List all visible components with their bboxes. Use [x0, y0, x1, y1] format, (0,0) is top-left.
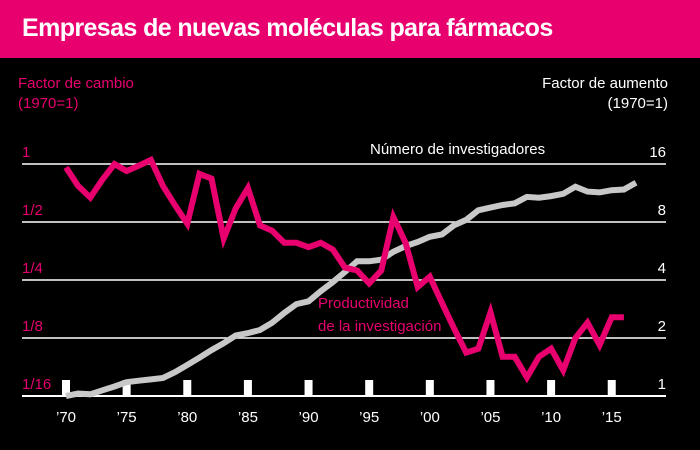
title-bar [0, 0, 700, 58]
x-tick-mark [425, 380, 434, 396]
left-tick-label: 1 [22, 144, 30, 161]
series-lines [63, 155, 638, 399]
chart-title: Empresas de nuevas moléculas para fármac… [22, 14, 553, 42]
x-tick-mark [607, 380, 616, 396]
left-axis-label-line1: Factor de cambio [18, 75, 134, 92]
left-tick-label: 1/2 [22, 202, 43, 219]
left-tick-label: 1/16 [22, 376, 51, 393]
left-tick-label: 1/8 [22, 318, 43, 335]
right-axis-ticks: 16 8 4 2 1 [649, 144, 666, 393]
x-tick-label: ’80 [177, 409, 197, 426]
series-line-productivity [63, 155, 624, 384]
right-tick-label: 4 [658, 260, 666, 277]
x-axis-ticks: ’70 ’75 ’80 ’85 ’90 ’95 ’00 ’05 ’10 ’15 [56, 380, 622, 426]
right-tick-label: 8 [658, 202, 666, 219]
x-tick-mark [183, 380, 192, 396]
right-axis-label-line1: Factor de aumento [542, 75, 668, 92]
x-tick-mark [486, 380, 495, 396]
series-label-productivity-line1: Productividad [318, 295, 409, 312]
x-tick-mark [365, 380, 374, 396]
x-tick-label: ’05 [480, 409, 500, 426]
left-axis-ticks: 1 1/2 1/4 1/8 1/16 [22, 144, 51, 393]
x-tick-label: ’85 [238, 409, 258, 426]
x-tick-label: ’90 [299, 409, 319, 426]
x-tick-mark [243, 380, 252, 396]
right-axis-label-line2: (1970=1) [608, 95, 668, 112]
x-tick-mark [62, 380, 70, 396]
series-label-researchers: Número de investigadores [370, 141, 545, 158]
x-tick-label: ’00 [420, 409, 440, 426]
series-label-productivity-line2: de la investigación [318, 318, 441, 335]
series-line-researchers [65, 180, 638, 399]
x-tick-label: ’15 [602, 409, 622, 426]
x-tick-mark [304, 380, 313, 396]
x-tick-label: ’75 [117, 409, 137, 426]
right-tick-label: 1 [658, 376, 666, 393]
x-tick-label: ’10 [541, 409, 561, 426]
x-tick-mark [122, 380, 131, 396]
right-tick-label: 16 [649, 144, 666, 161]
x-tick-label: ’95 [359, 409, 379, 426]
x-tick-mark [547, 380, 556, 396]
left-axis-label-line2: (1970=1) [18, 95, 78, 112]
x-tick-label: ’70 [56, 409, 76, 426]
right-tick-label: 2 [658, 318, 666, 335]
left-tick-label: 1/4 [22, 260, 43, 277]
